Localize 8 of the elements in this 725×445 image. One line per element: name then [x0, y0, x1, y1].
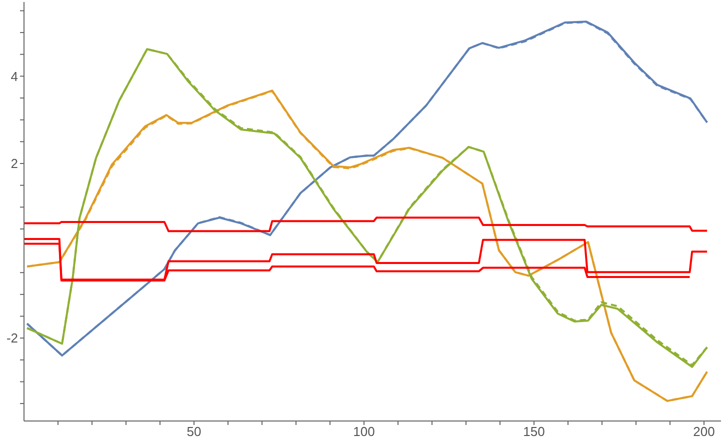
y-tick-label: -2	[6, 330, 18, 346]
line-series	[24, 216, 708, 232]
x-tick-label: 50	[186, 424, 202, 440]
x-tick-label: 200	[693, 424, 715, 440]
x-tick-label: 150	[523, 424, 545, 440]
x-tick-label: 100	[353, 424, 375, 440]
y-tick-label: 4	[10, 68, 18, 84]
y-tick-label: 2	[10, 156, 18, 172]
